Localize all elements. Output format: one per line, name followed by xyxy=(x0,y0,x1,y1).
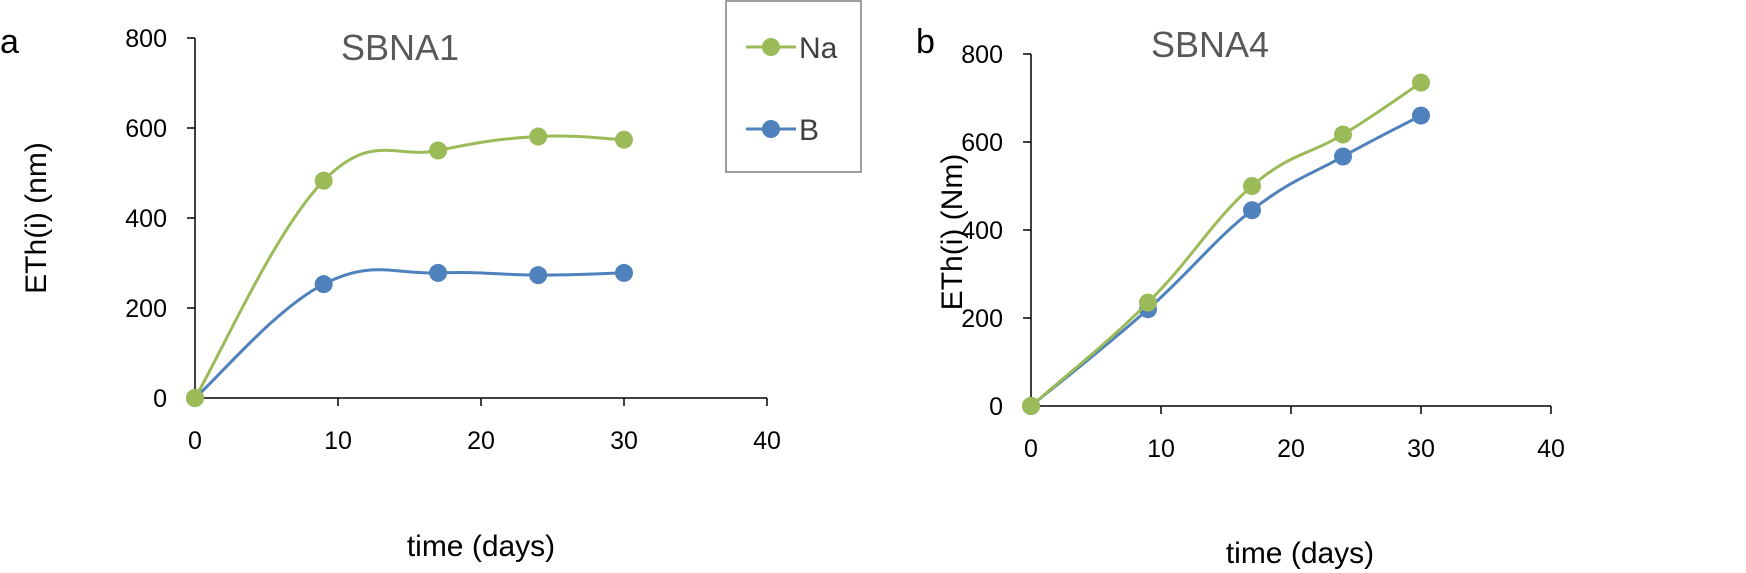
series-line-na xyxy=(193,134,625,399)
legend-entry-na: Na xyxy=(746,32,838,65)
x-axis-label-a: time (days) xyxy=(407,530,555,563)
chart-panel-b: b SBNA4 ETh(i) (Nm) time (days) 02004006… xyxy=(916,23,1565,570)
y-axis-label-b: ETh(i) (Nm) xyxy=(936,154,969,311)
x-tick-label: 10 xyxy=(324,427,352,455)
data-point-na xyxy=(186,389,204,407)
y-tick-label: 600 xyxy=(961,129,1003,157)
data-point-b xyxy=(529,266,548,285)
x-tick-label: 30 xyxy=(1407,435,1435,463)
data-point-na xyxy=(314,171,333,190)
x-tick-label: 10 xyxy=(1147,435,1175,463)
data-point-na xyxy=(429,141,448,160)
data-point-b xyxy=(1334,147,1352,166)
legend-label-b: B xyxy=(799,114,819,147)
x-tick-label: 40 xyxy=(1537,435,1565,463)
legend-entry-b: B xyxy=(746,114,819,147)
data-point-b xyxy=(1412,106,1430,125)
y-axis-label-a: ETh(i) (nm) xyxy=(20,142,53,294)
series-line-na xyxy=(1030,81,1422,408)
data-point-na xyxy=(1412,73,1430,92)
y-tick-label: 0 xyxy=(989,393,1003,421)
axes-a: 0 200 400 600 800 0 10 20 30 40 xyxy=(125,25,781,455)
y-tick-label: 400 xyxy=(961,217,1003,245)
axes-b: 0 200 400 600 800 0 10 20 30 40 xyxy=(961,41,1565,463)
y-tick-label: 200 xyxy=(961,305,1003,333)
legend: Na B xyxy=(725,0,862,173)
legend-box xyxy=(725,0,862,173)
legend-swatch-marker-b xyxy=(762,120,780,138)
series-layer-a xyxy=(186,127,633,407)
series-line-b xyxy=(1030,114,1422,408)
data-point-b xyxy=(429,263,448,282)
y-tick-label: 400 xyxy=(125,205,167,233)
y-tick-label: 600 xyxy=(125,115,167,143)
data-point-b xyxy=(314,275,333,294)
x-tick-label: 20 xyxy=(467,427,495,455)
y-tick-label: 0 xyxy=(153,385,167,413)
data-point-na xyxy=(1243,177,1261,195)
data-point-na xyxy=(615,130,633,149)
data-point-na xyxy=(1022,397,1040,415)
y-tick-label: 800 xyxy=(961,41,1003,69)
panel-label-a: a xyxy=(0,23,19,61)
x-axis-label-b: time (days) xyxy=(1226,537,1374,570)
data-point-b xyxy=(1243,201,1261,220)
x-tick-label: 30 xyxy=(610,427,638,455)
chart-title-a: SBNA1 xyxy=(341,27,459,68)
y-tick-label: 200 xyxy=(125,295,167,323)
series-layer-b xyxy=(1022,73,1430,415)
data-point-na xyxy=(529,127,548,146)
series-line-b xyxy=(194,268,625,400)
x-tick-label: 0 xyxy=(188,427,202,455)
data-point-na xyxy=(1139,293,1157,312)
x-tick-label: 40 xyxy=(753,427,781,455)
x-tick-label: 20 xyxy=(1277,435,1305,463)
x-tick-label: 0 xyxy=(1024,435,1038,463)
legend-swatch-marker-na xyxy=(762,38,780,56)
y-tick-label: 800 xyxy=(125,25,167,53)
panel-label-b: b xyxy=(916,23,935,61)
legend-label-na: Na xyxy=(799,32,838,65)
chart-title-b: SBNA4 xyxy=(1151,24,1269,65)
data-point-na xyxy=(1334,125,1352,144)
data-point-b xyxy=(615,263,633,282)
chart-panel-a: a SBNA1 ETh(i) (nm) time (days) 02004006… xyxy=(0,23,781,563)
